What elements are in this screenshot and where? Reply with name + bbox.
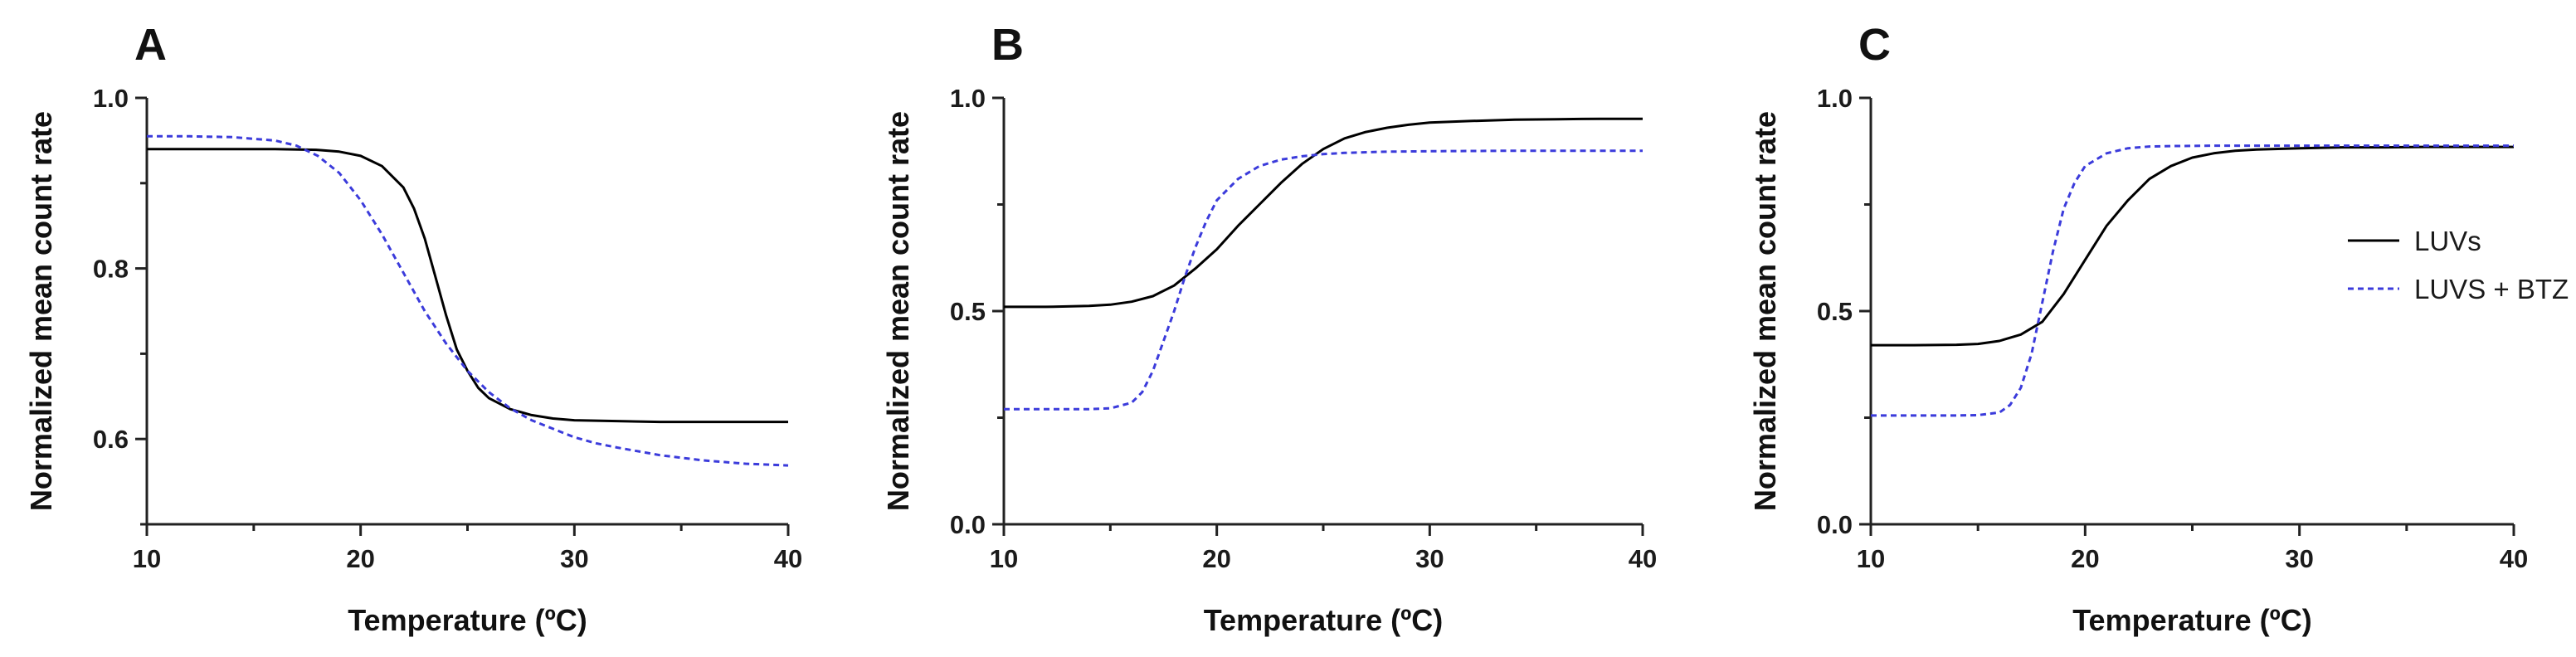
x-tick-label: 20 xyxy=(346,544,374,573)
x-tick-label: 30 xyxy=(2285,544,2313,573)
y-tick-label: 1.0 xyxy=(950,84,986,113)
x-axis-title: Temperature (ºC) xyxy=(1204,603,1444,637)
y-tick-label: 1.0 xyxy=(1817,84,1853,113)
y-axis-title: Normalized mean count rate xyxy=(24,111,58,511)
x-tick-label: 40 xyxy=(1629,544,1657,573)
y-axis-title: Normalized mean count rate xyxy=(881,111,915,511)
x-tick-label: 10 xyxy=(133,544,161,573)
x-tick-label: 30 xyxy=(560,544,588,573)
series-line-luvs xyxy=(147,148,788,424)
x-tick-label: 40 xyxy=(774,544,802,573)
panel-letter: B xyxy=(991,20,1024,70)
panel-b: B 0.0 0.5 1.0 10 20 30 40 Temperature (ºC) Normal… xyxy=(881,20,1657,637)
legend-label: LUVS + BTZ xyxy=(2414,274,2569,304)
series-line-luvs-btz xyxy=(147,134,789,467)
panel-c: C 0.0 0.5 1.0 10 20 30 40 Temperature (ºC) Normal… xyxy=(1748,20,2528,637)
legend: LUVs LUVS + BTZ xyxy=(2348,226,2569,304)
y-tick-label: 1.0 xyxy=(93,84,129,113)
series-line-luvs xyxy=(1004,117,1643,309)
x-tick-label: 10 xyxy=(990,544,1018,573)
x-axis-title: Temperature (ºC) xyxy=(2072,603,2312,637)
x-tick-label: 40 xyxy=(2500,544,2528,573)
y-tick-label: 0.6 xyxy=(93,425,129,454)
x-axis-title: Temperature (ºC) xyxy=(348,603,587,637)
legend-label: LUVs xyxy=(2414,226,2481,256)
y-tick-label: 0.0 xyxy=(950,510,986,539)
y-axis-title: Normalized mean count rate xyxy=(1748,111,1782,511)
series-line-luvs-btz xyxy=(1871,144,2514,417)
x-tick-label: 30 xyxy=(1415,544,1444,573)
panel-a: A 0.6 0.8 1.0 10 20 30 40 Temperature (ºC) Normal… xyxy=(24,20,802,637)
panel-letter: C xyxy=(1858,20,1891,70)
series-line-luvs xyxy=(1871,145,2514,347)
panel-letter: A xyxy=(134,20,167,70)
x-tick-label: 20 xyxy=(1202,544,1230,573)
x-tick-label: 20 xyxy=(2071,544,2099,573)
y-tick-label: 0.8 xyxy=(93,255,129,284)
y-tick-label: 0.5 xyxy=(1817,297,1853,326)
y-tick-label: 0.0 xyxy=(1817,510,1853,539)
y-tick-label: 0.5 xyxy=(950,297,986,326)
x-tick-label: 10 xyxy=(1857,544,1885,573)
series-line-luvs-btz xyxy=(1004,149,1643,411)
